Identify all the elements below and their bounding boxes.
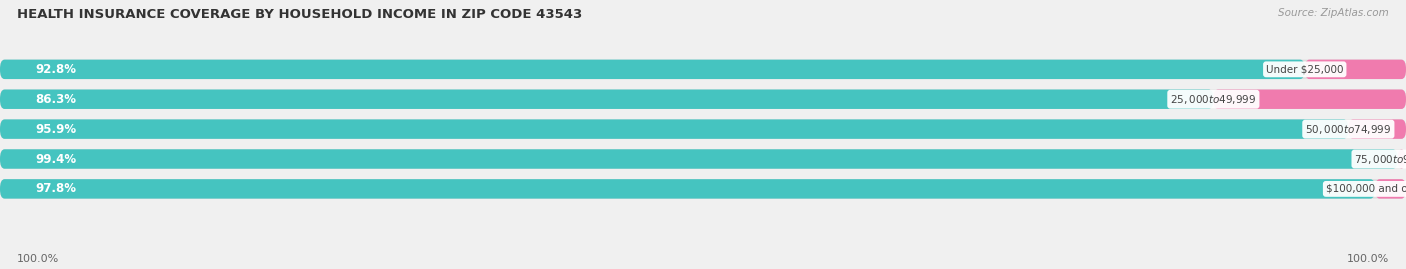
FancyBboxPatch shape	[0, 90, 1213, 109]
Text: Under $25,000: Under $25,000	[1265, 64, 1344, 74]
FancyBboxPatch shape	[1348, 119, 1406, 139]
FancyBboxPatch shape	[1375, 179, 1406, 199]
FancyBboxPatch shape	[0, 60, 1406, 79]
Text: $25,000 to $49,999: $25,000 to $49,999	[1170, 93, 1257, 106]
FancyBboxPatch shape	[1213, 90, 1406, 109]
Text: 92.8%: 92.8%	[35, 63, 76, 76]
Text: 95.9%: 95.9%	[35, 123, 76, 136]
Text: 86.3%: 86.3%	[35, 93, 76, 106]
FancyBboxPatch shape	[0, 90, 1406, 109]
FancyBboxPatch shape	[0, 149, 1406, 169]
Legend: With Coverage, Without Coverage: With Coverage, Without Coverage	[578, 266, 828, 269]
FancyBboxPatch shape	[1398, 149, 1406, 169]
FancyBboxPatch shape	[0, 60, 1305, 79]
FancyBboxPatch shape	[0, 179, 1406, 199]
FancyBboxPatch shape	[0, 179, 1375, 199]
Text: HEALTH INSURANCE COVERAGE BY HOUSEHOLD INCOME IN ZIP CODE 43543: HEALTH INSURANCE COVERAGE BY HOUSEHOLD I…	[17, 8, 582, 21]
Text: Source: ZipAtlas.com: Source: ZipAtlas.com	[1278, 8, 1389, 18]
Text: $75,000 to $99,999: $75,000 to $99,999	[1354, 153, 1406, 165]
Text: 100.0%: 100.0%	[17, 254, 59, 264]
FancyBboxPatch shape	[0, 119, 1406, 139]
FancyBboxPatch shape	[0, 119, 1348, 139]
FancyBboxPatch shape	[1305, 60, 1406, 79]
Text: 97.8%: 97.8%	[35, 182, 76, 195]
Text: 99.4%: 99.4%	[35, 153, 76, 165]
Text: $50,000 to $74,999: $50,000 to $74,999	[1305, 123, 1392, 136]
FancyBboxPatch shape	[0, 149, 1398, 169]
Text: 100.0%: 100.0%	[1347, 254, 1389, 264]
Text: $100,000 and over: $100,000 and over	[1326, 184, 1406, 194]
